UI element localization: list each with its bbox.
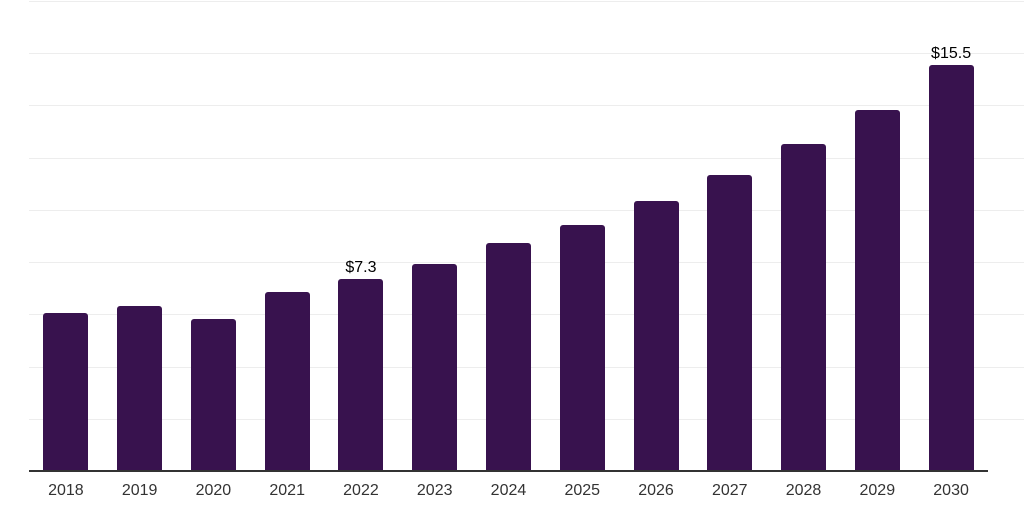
x-tick-2018: 2018 <box>48 482 84 499</box>
x-tick-2020: 2020 <box>195 482 232 499</box>
gridline <box>29 53 1024 55</box>
x-tick-2030: 2030 <box>933 482 969 499</box>
bar-2024 <box>485 242 531 470</box>
bar-slot-2021 <box>250 0 324 470</box>
bar-2022 <box>338 279 384 470</box>
bar-slot-2028 <box>767 0 841 470</box>
x-tick-2022: 2022 <box>343 482 379 499</box>
x-axis-labels: 2018 2019 2020 2021 2022 2023 2024 2025 2026 2027… <box>29 481 988 500</box>
bar-slot-2029 <box>840 0 914 470</box>
bars-layer: $7.3 $15.5 <box>29 0 988 470</box>
bar-slot-2020 <box>177 0 251 470</box>
bar-2029 <box>854 109 900 470</box>
bar-2030 <box>928 65 974 470</box>
bar-slot-2023 <box>398 0 472 470</box>
bar-2018 <box>43 313 89 470</box>
bar-2027 <box>707 174 753 470</box>
bar-slot-2025 <box>545 0 619 470</box>
gridline <box>29 105 1024 107</box>
bar-2025 <box>559 224 605 470</box>
x-tick-2021: 2021 <box>269 482 305 499</box>
x-tick-2019: 2019 <box>121 482 158 499</box>
bar-2028 <box>781 143 827 470</box>
bar-slot-2022: $7.3 <box>324 0 398 470</box>
bar-2020 <box>190 318 236 470</box>
gridline <box>29 157 1024 159</box>
bar-slot-2024 <box>472 0 546 470</box>
bar-slot-2018 <box>29 0 103 470</box>
x-tick-2026: 2026 <box>638 482 674 499</box>
bar-slot-2027 <box>693 0 767 470</box>
bar-2019 <box>117 305 163 470</box>
bar-slot-2026 <box>619 0 693 470</box>
x-tick-2028: 2028 <box>785 482 822 499</box>
bar-2023 <box>412 263 458 470</box>
bar-slot-2030: $15.5 <box>914 0 988 470</box>
data-label-2022: $7.3 <box>345 259 377 277</box>
x-tick-2027: 2027 <box>711 482 748 499</box>
gridline <box>29 209 1024 211</box>
bar-2021 <box>264 292 310 470</box>
x-tick-2029: 2029 <box>859 482 896 499</box>
x-tick-2024: 2024 <box>490 482 527 499</box>
x-axis-line <box>29 470 988 472</box>
x-tick-2025: 2025 <box>564 482 601 499</box>
data-label-2030: $15.5 <box>931 45 972 63</box>
gridline <box>29 1 1024 2</box>
x-tick-2023: 2023 <box>416 482 453 499</box>
bar-slot-2019 <box>103 0 177 470</box>
bar-2026 <box>633 201 679 470</box>
